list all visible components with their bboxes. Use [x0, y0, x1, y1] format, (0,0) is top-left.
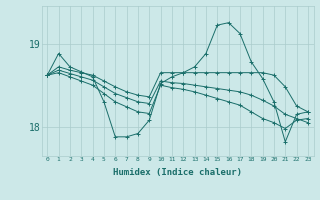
- X-axis label: Humidex (Indice chaleur): Humidex (Indice chaleur): [113, 168, 242, 177]
